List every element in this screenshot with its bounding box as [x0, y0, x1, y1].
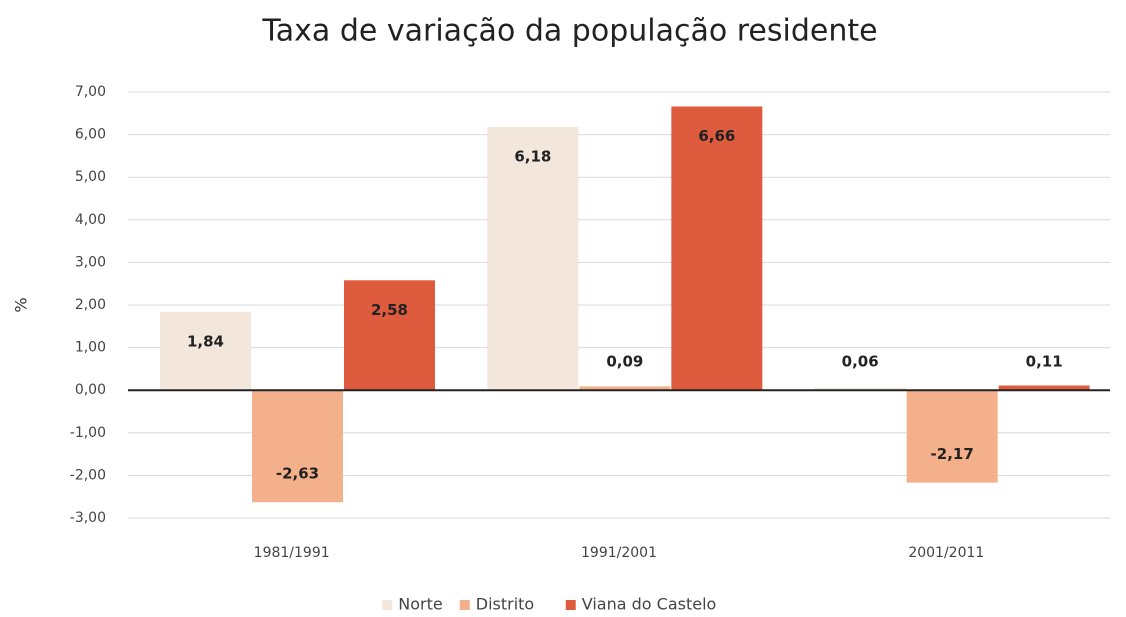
legend-label: Distrito [476, 595, 534, 614]
bar [487, 126, 579, 391]
value-label: -2,17 [931, 445, 974, 463]
value-label: 6,66 [698, 127, 735, 145]
legend-label: Viana do Castelo [582, 595, 717, 614]
x-tick-label: 2001/2011 [908, 545, 984, 561]
bar [998, 385, 1090, 391]
bar [344, 280, 435, 391]
value-label: 0,06 [842, 353, 879, 371]
value-label: 6,18 [514, 147, 551, 165]
legend-label: Norte [398, 595, 442, 614]
y-tick-label: 1,00 [75, 340, 106, 356]
value-label: 0,09 [606, 353, 643, 371]
y-tick-label: -2,00 [70, 467, 106, 483]
legend-swatch [565, 600, 576, 610]
y-tick-label: 5,00 [75, 169, 106, 185]
legend-swatch [459, 600, 470, 610]
y-tick-label: 2,00 [75, 297, 106, 313]
value-label: -2,63 [276, 465, 319, 483]
x-tick-label: 1991/2001 [581, 545, 657, 561]
chart-title: Taxa de variação da população residente [261, 14, 877, 49]
value-label: 1,84 [187, 332, 224, 350]
bar [579, 386, 671, 391]
y-tick-label: 4,00 [75, 212, 106, 228]
value-label: 0,11 [1026, 353, 1063, 371]
y-tick-label: 6,00 [75, 127, 106, 143]
bar [814, 387, 906, 391]
y-axis-label: % [12, 297, 31, 312]
bar [671, 106, 763, 391]
y-tick-label: 0,00 [75, 382, 106, 398]
y-tick-label: 3,00 [75, 254, 106, 270]
y-tick-label: -1,00 [70, 425, 106, 441]
bar [906, 390, 998, 483]
y-tick-label: -3,00 [70, 510, 106, 526]
value-label: 2,58 [371, 301, 408, 319]
y-tick-label: 7,00 [75, 84, 106, 100]
bar [252, 390, 343, 503]
bar [160, 311, 251, 391]
legend-swatch [382, 600, 393, 610]
x-tick-label: 1981/1991 [254, 545, 330, 561]
